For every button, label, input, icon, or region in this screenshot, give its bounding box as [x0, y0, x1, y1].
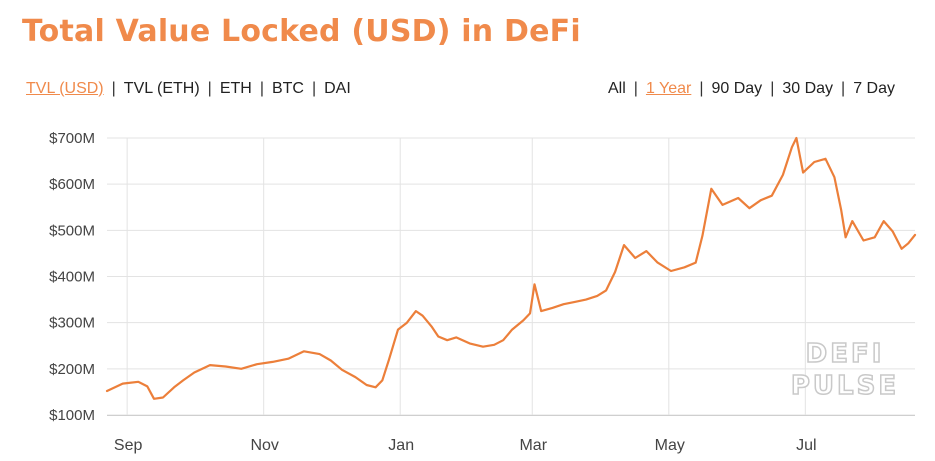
- tab-separator: |: [311, 80, 317, 97]
- tab-separator: |: [259, 80, 264, 97]
- y-tick-label: $600M: [49, 176, 95, 193]
- chart-title: Total Value Locked (USD) in DeFi: [22, 14, 581, 49]
- tab-eth[interactable]: ETH: [219, 80, 252, 97]
- watermark-line-2: PULSE: [791, 371, 899, 401]
- tab-separator: |: [841, 80, 846, 97]
- x-tick-label: Nov: [250, 437, 278, 454]
- grid: [107, 137, 915, 416]
- tab-range-30-day[interactable]: 30 Day: [782, 80, 834, 97]
- tab-range-all[interactable]: All: [608, 80, 626, 97]
- tab-range-1-year[interactable]: 1 Year: [645, 80, 692, 97]
- tab-separator: |: [207, 80, 212, 97]
- x-tick-label: Jan: [388, 437, 414, 454]
- y-tick-label: $700M: [49, 130, 95, 147]
- y-tick-label: $100M: [49, 407, 95, 424]
- x-tick-label: Sep: [114, 437, 143, 454]
- x-axis-labels: Sep Nov Jan Mar May Jul: [114, 437, 817, 454]
- tab-range-7-day[interactable]: 7 Day: [853, 80, 895, 97]
- y-tick-label: $400M: [49, 269, 95, 286]
- x-tick-label: Jul: [796, 437, 816, 454]
- y-tick-label: $300M: [49, 315, 95, 332]
- tab-tvl-usd[interactable]: TVL (USD): [26, 80, 104, 97]
- y-axis-labels: $100M $200M $300M $400M $500M $600M $700M: [49, 130, 95, 424]
- metric-tabs: TVL (USD) | TVL (ETH) | ETH | BTC | DAI: [26, 80, 351, 98]
- y-tick-label: $200M: [49, 361, 95, 378]
- series-line-tvl-usd: [105, 136, 917, 400]
- tab-separator: |: [111, 80, 116, 97]
- tab-tvl-eth[interactable]: TVL (ETH): [123, 80, 200, 97]
- tab-range-90-day[interactable]: 90 Day: [711, 80, 763, 97]
- tab-separator: |: [633, 80, 638, 97]
- watermark-line-1: DEFI: [806, 339, 885, 369]
- tab-btc[interactable]: BTC: [271, 80, 304, 97]
- range-tabs: All | 1 Year | 90 Day | 30 Day | 7 Day: [608, 80, 895, 98]
- y-tick-label: $500M: [49, 222, 95, 239]
- tab-dai[interactable]: DAI: [324, 80, 351, 97]
- series-layer: [105, 136, 917, 400]
- x-tick-label: May: [655, 437, 685, 454]
- x-tick-label: Mar: [519, 437, 547, 454]
- tab-separator: |: [699, 80, 704, 97]
- watermark: DEFI PULSE: [790, 338, 899, 402]
- tab-separator: |: [770, 80, 775, 97]
